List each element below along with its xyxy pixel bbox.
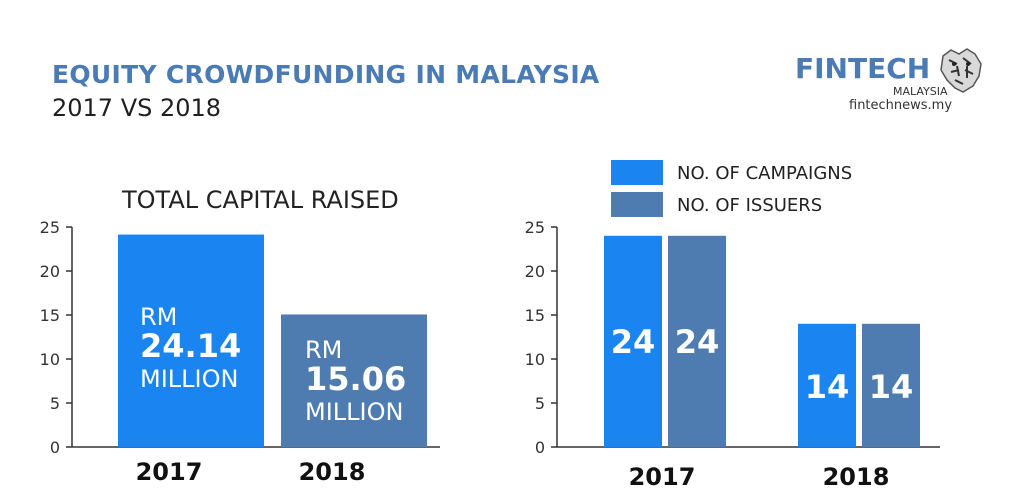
- chart1-y-tick-label: 25: [40, 218, 60, 237]
- chart2-y-tick-label: 25: [525, 218, 545, 237]
- page-subtitle: 2017 VS 2018: [52, 94, 222, 122]
- fintech-logo: FINTECH MALAYSIA fintechnews.my: [795, 46, 985, 118]
- chart1-y-tick-label: 5: [50, 394, 60, 413]
- chart2-bar-label: 24: [611, 323, 656, 361]
- legend-swatch-1: [611, 192, 663, 217]
- chart2-bar-label: 24: [675, 323, 720, 361]
- chart2-y-tick-label: 5: [535, 394, 545, 413]
- chart2-y-tick-label: 10: [525, 350, 545, 369]
- logo-url: fintechnews.my: [849, 98, 953, 113]
- campaigns-issuers-chart: 0 5 10 15 20 25 NO. OF CAMPAIGNS NO. OF ISSUERS…: [525, 160, 940, 491]
- chart1-bar-label-suffix: MILLION: [140, 365, 238, 393]
- tiger-icon: [940, 48, 982, 93]
- chart1-bar-label-prefix: RM: [140, 303, 177, 331]
- chart1-bar-2018: [281, 314, 427, 447]
- logo-sub: MALAYSIA: [893, 85, 948, 98]
- logo-name: FINTECH: [795, 52, 931, 85]
- chart2-bar-2017-1: [668, 235, 726, 447]
- chart1-y-tick-label: 20: [40, 262, 60, 281]
- chart1-x-label: 2017: [136, 458, 203, 486]
- chart2-y-tick-label: 15: [525, 306, 545, 325]
- chart2-x-label: 2017: [629, 463, 696, 491]
- chart1-y-tick-label: 10: [40, 350, 60, 369]
- legend-swatch-0: [611, 160, 663, 185]
- chart1-bar-label-value: 24.14: [140, 327, 241, 365]
- chart2-y-tick-label: 20: [525, 262, 545, 281]
- chart1-bar-label-suffix: MILLION: [305, 398, 403, 426]
- chart1-bar-label-prefix: RM: [305, 336, 342, 364]
- chart1-title: TOTAL CAPITAL RAISED: [122, 186, 399, 214]
- legend-label-0: NO. OF CAMPAIGNS: [677, 163, 852, 184]
- chart2-x-label: 2018: [823, 463, 890, 491]
- chart1-y-tick-label: 15: [40, 306, 60, 325]
- chart1-y-tick-label: 0: [50, 438, 60, 457]
- chart2-bar-2017-0: [604, 235, 662, 447]
- chart1-x-label: 2018: [299, 458, 366, 486]
- chart2-bar-2018-0: [798, 323, 856, 447]
- chart2-bar-label: 14: [869, 368, 914, 406]
- page-title: EQUITY CROWDFUNDING IN MALAYSIA: [52, 60, 600, 89]
- chart1-bar-label-value: 15.06: [305, 360, 406, 398]
- chart2-bar-label: 14: [805, 368, 850, 406]
- legend-label-1: NO. OF ISSUERS: [677, 195, 822, 216]
- chart2-bar-2018-1: [862, 323, 920, 447]
- chart2-y-tick-label: 0: [535, 438, 545, 457]
- capital-raised-chart: 0510152025RM24.14MILLION2017RM15.06MILLI…: [40, 218, 440, 486]
- chart1-bar-2017: [118, 234, 264, 447]
